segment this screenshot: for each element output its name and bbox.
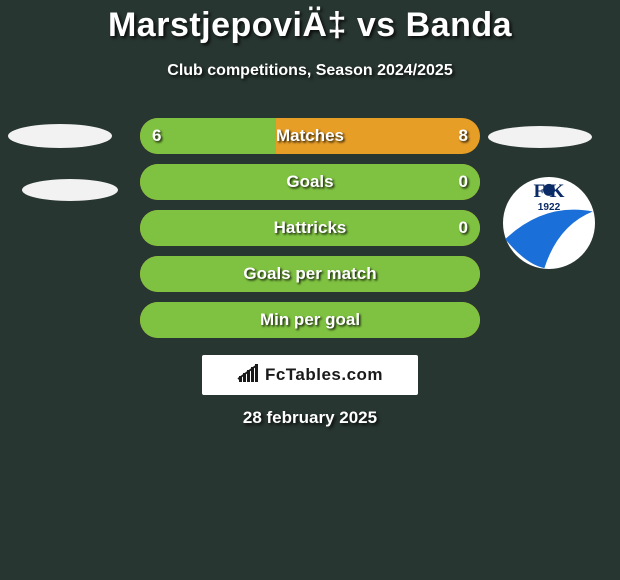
stat-value-left: 6: [152, 118, 161, 154]
stat-row: Hattricks0: [140, 210, 480, 246]
stat-row: Goals per match: [140, 256, 480, 292]
svg-text:1922: 1922: [538, 202, 561, 213]
decor-ellipse: [488, 126, 592, 148]
decor-ellipse: [8, 124, 112, 148]
watermark: FcTables.com: [202, 355, 418, 395]
club-badge: F K1922: [503, 177, 595, 269]
stat-value-right: 0: [459, 210, 468, 246]
date-label: 28 february 2025: [0, 408, 620, 428]
stat-label: Matches: [140, 118, 480, 154]
stat-label: Min per goal: [140, 302, 480, 338]
comparison-chart: Matches68Goals0Hattricks0Goals per match…: [140, 118, 480, 348]
stat-value-right: 8: [459, 118, 468, 154]
stat-row: Min per goal: [140, 302, 480, 338]
page-title: MarstjepoviÄ‡ vs Banda: [0, 6, 620, 45]
decor-ellipse: [22, 179, 118, 201]
page-subtitle: Club competitions, Season 2024/2025: [0, 62, 620, 80]
stat-row: Matches6 8: [140, 118, 480, 154]
stat-value-right: 0: [459, 164, 468, 200]
stat-label: Goals: [140, 164, 480, 200]
watermark-text: FcTables.com: [265, 365, 383, 385]
chart-bars-icon: [237, 364, 259, 387]
stat-label: Hattricks: [140, 210, 480, 246]
svg-text:F K: F K: [534, 181, 565, 202]
stat-row: Goals0: [140, 164, 480, 200]
stat-label: Goals per match: [140, 256, 480, 292]
